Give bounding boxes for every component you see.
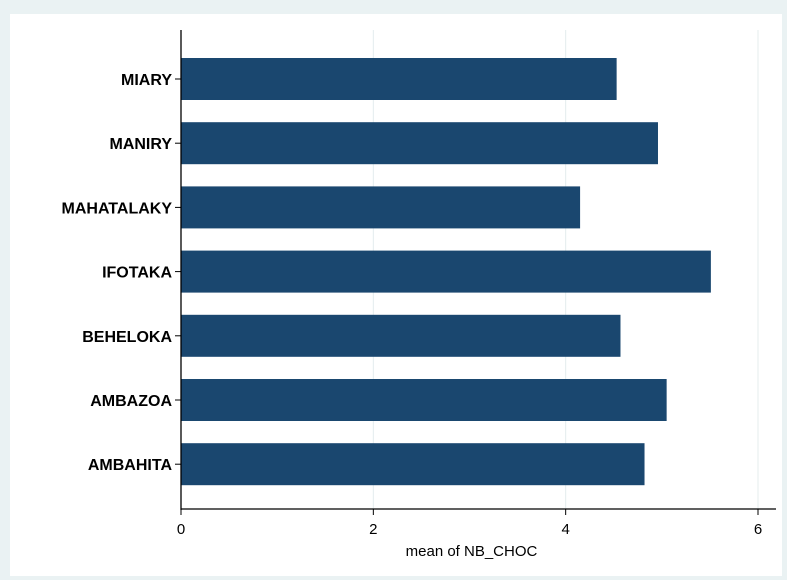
category-label: AMBAZOA [90,393,172,410]
bar [181,58,617,100]
x-axis-title: mean of NB_CHOC [406,543,538,560]
category-label: MAHATALAKY [62,200,173,217]
bar [181,379,667,421]
bar [181,443,645,486]
bar [181,314,621,357]
bar [181,186,581,229]
bar [181,250,711,293]
category-label: IFOTAKA [102,265,172,282]
x-tick-label: 2 [369,521,377,538]
x-tick-label: 0 [177,521,185,538]
x-tick-label: 6 [754,521,762,538]
bar [181,122,658,165]
category-label: MANIRY [109,136,172,153]
x-tick-label: 4 [561,521,569,538]
category-label: AMBAHITA [88,457,173,474]
category-label: MIARY [121,72,172,89]
category-label: BEHELOKA [82,329,172,346]
